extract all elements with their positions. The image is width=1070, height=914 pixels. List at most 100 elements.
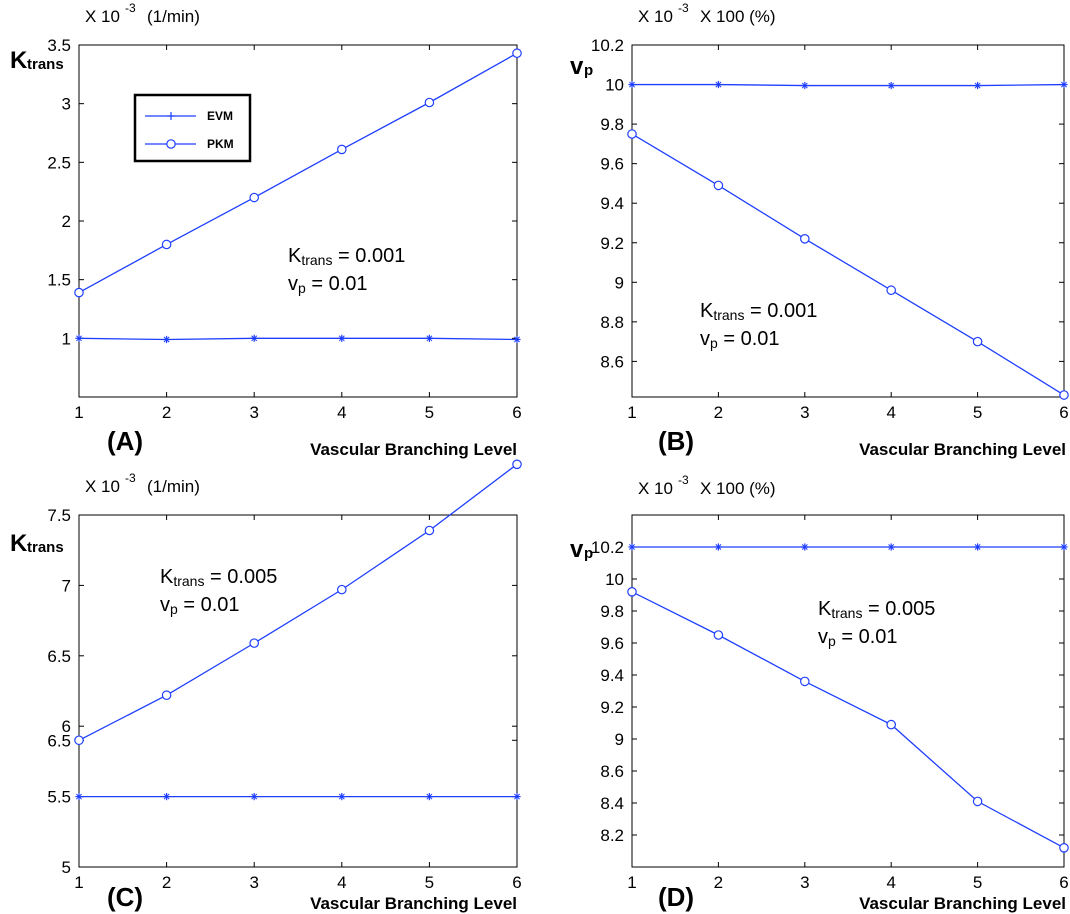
y-tick-label: 7.5 xyxy=(47,506,71,525)
y-axis-label: v xyxy=(570,53,584,80)
annotation-ktrans-symbol: K xyxy=(160,566,174,588)
x-tick-label: 4 xyxy=(337,873,346,892)
data-point-pkm xyxy=(161,690,172,701)
star-stroke xyxy=(76,793,82,800)
annotation-vp-symbol: v xyxy=(700,328,710,350)
x-axis-label: Vascular Branching Level xyxy=(310,440,517,459)
y-tick-label: 8.2 xyxy=(600,826,624,845)
data-point-pkm xyxy=(799,676,810,687)
y-tick-label: 6.5 xyxy=(47,731,71,750)
unit-prefix: X 10 xyxy=(638,7,673,26)
data-point-evm xyxy=(801,543,809,551)
y-tick-label: 3 xyxy=(62,95,71,114)
plot-frame xyxy=(631,514,1065,868)
y-tick-label: 8.8 xyxy=(600,313,624,332)
annotation-ktrans-value: = 0.005 xyxy=(204,566,277,588)
unit-prefix: X 10 xyxy=(85,477,120,496)
y-tick-label: 9.4 xyxy=(600,194,624,213)
y-tick-label: 8.6 xyxy=(600,352,624,371)
star-stroke xyxy=(629,544,635,550)
series-line-pkm xyxy=(78,463,518,741)
data-point-evm xyxy=(714,80,722,89)
x-tick-label: 1 xyxy=(627,403,636,422)
y-tick-label: 1.5 xyxy=(47,271,71,290)
star-stroke xyxy=(888,82,895,89)
star-stroke xyxy=(715,81,722,88)
data-point-pkm xyxy=(886,285,896,296)
y-axis-label: v xyxy=(570,536,584,563)
x-axis-label: Vascular Branching Level xyxy=(859,894,1066,913)
x-tick-label: 6 xyxy=(1059,403,1068,422)
data-point-pkm xyxy=(972,336,983,347)
y-tick-label: 5.5 xyxy=(47,788,71,807)
data-point-evm xyxy=(628,543,636,551)
data-point-evm xyxy=(887,543,895,551)
annotation-vp: vp = 0.01 xyxy=(288,273,368,296)
data-point-evm xyxy=(714,543,722,551)
panel-label: (C) xyxy=(107,882,143,912)
data-point-evm xyxy=(1060,80,1068,89)
data-point-pkm xyxy=(336,144,347,155)
data-point-pkm xyxy=(713,630,724,640)
data-point-evm xyxy=(75,334,83,342)
y-tick-label: 5 xyxy=(62,858,71,877)
series-pkm xyxy=(74,459,522,746)
y-tick-label: 10 xyxy=(605,76,624,95)
unit-exponent: -3 xyxy=(678,1,689,15)
unit-exponent: -3 xyxy=(125,471,136,485)
annotation-ktrans-symbol: K xyxy=(818,598,832,620)
annotation-ktrans: Ktrans = 0.005 xyxy=(160,566,277,589)
series-pkm xyxy=(74,48,522,298)
legend-label-pkm: PKM xyxy=(207,137,234,151)
unit-suffix: (1/min) xyxy=(147,477,200,496)
x-tick-label: 3 xyxy=(800,873,809,892)
y-axis-label-subscript: trans xyxy=(27,56,64,73)
annotation-vp-subscript: p xyxy=(828,633,836,649)
data-point-evm xyxy=(513,793,521,801)
data-point-pkm xyxy=(512,48,522,59)
star-stroke xyxy=(338,793,345,800)
unit-prefix: X 10 xyxy=(638,479,673,498)
data-point-evm xyxy=(801,81,809,90)
annotation-vp-subscript: p xyxy=(298,280,306,296)
data-point-evm xyxy=(513,335,521,344)
annotation-vp: vp = 0.01 xyxy=(700,328,780,351)
data-point-pkm xyxy=(424,525,435,536)
annotation-ktrans: Ktrans = 0.001 xyxy=(288,245,405,268)
star-stroke xyxy=(338,335,345,342)
x-tick-label: 1 xyxy=(627,873,636,892)
y-axis-label: K xyxy=(10,47,28,74)
y-axis-label-subscript: p xyxy=(584,62,593,79)
star-stroke xyxy=(888,544,895,550)
annotation-ktrans-symbol: K xyxy=(700,300,714,322)
plot-frame xyxy=(78,514,518,868)
data-point-pkm xyxy=(424,97,435,108)
annotation-ktrans-value: = 0.001 xyxy=(744,300,817,322)
annotation-vp-value: = 0.01 xyxy=(836,626,898,648)
y-tick-label: 9.2 xyxy=(600,234,624,253)
y-tick-label: 2.5 xyxy=(47,153,71,172)
data-point-evm xyxy=(974,543,982,551)
star-stroke xyxy=(1061,544,1067,550)
star-stroke xyxy=(426,335,433,342)
panel-d: 1 2 3 4 5 6 8.2 8.4 8.6 9 9.2 9.4 9.6 9.8 10 10.2 X 10 -3… xyxy=(570,473,1069,913)
star-stroke xyxy=(974,82,981,89)
series-line-pkm xyxy=(631,591,1065,849)
data-point-pkm xyxy=(713,180,724,191)
x-tick-label: 6 xyxy=(512,873,521,892)
star-stroke xyxy=(1061,81,1067,88)
parameter-annotation: Ktrans = 0.005 vp = 0.01 xyxy=(160,566,277,617)
parameter-annotation: Ktrans = 0.001 vp = 0.01 xyxy=(700,300,817,351)
data-point-evm xyxy=(250,793,258,801)
data-point-pkm xyxy=(512,459,522,470)
data-point-evm xyxy=(75,793,83,801)
x-tick-label: 5 xyxy=(973,873,982,892)
data-point-evm xyxy=(887,81,895,90)
y-tick-label: 10 xyxy=(605,570,624,589)
series-evm xyxy=(75,793,521,801)
series-evm xyxy=(628,80,1068,90)
data-point-pkm xyxy=(627,586,637,597)
star-stroke xyxy=(801,82,808,89)
star-stroke xyxy=(163,793,170,800)
